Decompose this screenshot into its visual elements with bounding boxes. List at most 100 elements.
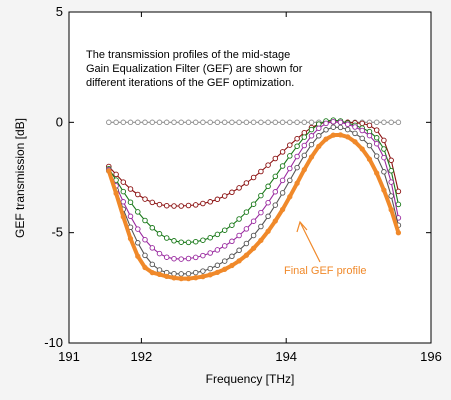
data-point: [301, 129, 308, 136]
data-point: [381, 154, 387, 161]
data-point: [221, 243, 228, 249]
data-point: [337, 119, 344, 126]
data-point: [243, 240, 250, 247]
data-point: [243, 226, 250, 232]
data-point: [171, 255, 177, 262]
data-point: [366, 142, 373, 149]
data-point: [301, 166, 307, 173]
data-point: [308, 133, 315, 139]
data-point: [352, 124, 358, 130]
data-point: [352, 139, 358, 145]
data-point: [214, 231, 221, 238]
data-point: [200, 119, 206, 126]
data-point: [373, 127, 380, 133]
data-point: [395, 201, 402, 208]
data-point: [127, 213, 134, 220]
data-point: [294, 143, 300, 149]
data-point: [308, 119, 315, 126]
data-point: [236, 119, 242, 126]
data-point: [113, 190, 119, 197]
data-point: [265, 162, 271, 168]
data-point: [272, 119, 279, 126]
data-point: [142, 252, 148, 259]
data-point: [279, 190, 286, 196]
data-point: [272, 218, 278, 224]
data-point: [200, 252, 206, 259]
data-point: [221, 119, 228, 126]
data-point: [185, 275, 192, 282]
data-point: [301, 152, 308, 159]
data-point: [381, 137, 387, 144]
data-point: [381, 146, 387, 152]
data-point: [113, 171, 119, 178]
data-point: [323, 127, 329, 133]
data-point: [287, 165, 293, 172]
data-point: [265, 199, 271, 206]
data-point: [149, 269, 155, 276]
data-point: [185, 255, 192, 262]
data-point: [229, 253, 235, 260]
data-point: [200, 200, 206, 207]
data-point: [258, 168, 264, 175]
data-point: [265, 213, 271, 220]
data-point: [359, 120, 365, 127]
data-point: [287, 142, 293, 148]
data-point: [243, 252, 250, 258]
data-point: [366, 156, 373, 162]
data-point: [163, 202, 170, 209]
data-point: [207, 250, 213, 256]
data-point: [272, 173, 279, 180]
data-point: [178, 275, 184, 282]
data-point: [265, 183, 271, 190]
data-point: [287, 153, 293, 159]
data-point: [142, 236, 148, 243]
data-point: [185, 202, 192, 209]
final-profile-arrow: [296, 220, 321, 263]
data-point: [156, 271, 163, 278]
data-point: [214, 119, 221, 126]
data-point: [388, 179, 394, 185]
data-point: [279, 177, 286, 184]
data-point: [294, 119, 300, 126]
data-point: [359, 127, 365, 134]
data-point: [200, 268, 206, 274]
data-point: [323, 136, 329, 142]
data-point: [185, 119, 192, 126]
data-point: [120, 179, 127, 185]
data-point: [374, 170, 380, 176]
y-tick-label: 5: [56, 4, 63, 19]
data-point: [250, 174, 257, 181]
data-point: [258, 119, 264, 126]
data-point: [214, 196, 221, 203]
data-point: [229, 262, 235, 269]
data-point: [120, 214, 126, 220]
data-point: [142, 217, 148, 224]
data-point: [156, 201, 163, 208]
data-point: [127, 199, 134, 205]
x-tick-label: 196: [420, 349, 442, 364]
data-point: [279, 149, 286, 155]
data-point: [171, 238, 177, 244]
series-3: [106, 118, 402, 262]
data-point: [149, 245, 156, 251]
data-point: [135, 253, 141, 259]
data-point: [243, 209, 250, 215]
data-point: [149, 119, 156, 126]
data-point: [207, 272, 213, 278]
data-point: [388, 207, 394, 213]
data-point: [265, 119, 271, 126]
data-point: [316, 143, 322, 150]
data-point: [301, 119, 308, 126]
data-point: [106, 168, 112, 174]
data-point: [330, 124, 337, 130]
data-point: [185, 270, 192, 277]
data-point: [207, 234, 213, 241]
data-point: [142, 119, 148, 126]
data-point: [193, 275, 199, 281]
data-point: [207, 119, 213, 126]
data-point: [330, 132, 336, 138]
data-point: [272, 155, 279, 162]
data-point: [373, 119, 380, 126]
data-point: [287, 119, 293, 126]
